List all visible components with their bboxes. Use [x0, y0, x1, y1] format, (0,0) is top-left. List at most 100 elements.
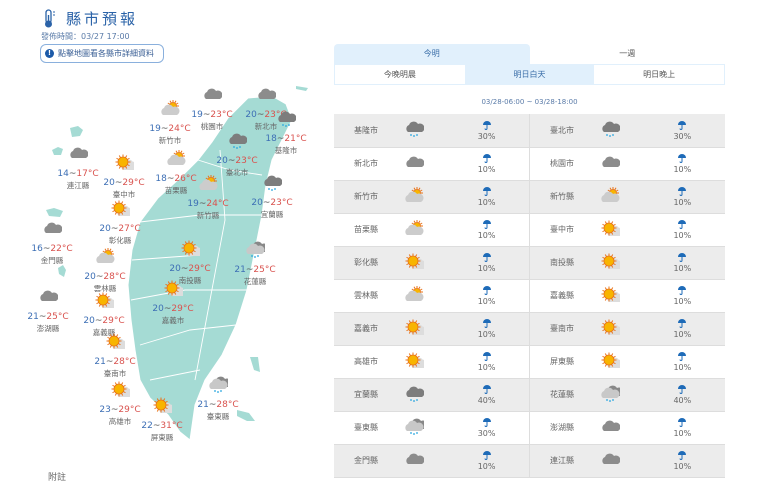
- city-name[interactable]: 雲林縣: [334, 279, 405, 313]
- city-name: 新北市: [254, 122, 278, 131]
- tab-tomorrow-day[interactable]: 明日白天: [464, 65, 595, 84]
- tab-tonight[interactable]: 今晚明晨: [383, 70, 416, 79]
- city-name: 嘉義縣: [92, 328, 116, 337]
- city-name: 新竹市: [158, 136, 182, 145]
- city-name[interactable]: 高雄市: [334, 345, 405, 379]
- rain-probability: 10%: [639, 312, 725, 346]
- hint-text: 點擊地圖看各縣市詳細資料: [58, 49, 154, 58]
- city-name: 臺南市: [103, 369, 127, 378]
- map-city-4[interactable]: 20~23°C 臺北市: [213, 132, 261, 178]
- map-city-1[interactable]: 19~23°C 桃園市: [188, 86, 236, 132]
- map-city-18[interactable]: 21~28°C 臺南市: [91, 333, 139, 379]
- temperature-range: 21~28°C: [197, 400, 239, 410]
- map-city-2[interactable]: 20~23°C新北市: [242, 86, 290, 132]
- footnote-heading: 附註: [48, 473, 67, 483]
- city-name[interactable]: 嘉義市: [334, 312, 405, 346]
- city-name[interactable]: 新竹市: [334, 180, 405, 214]
- temperature-range: 22~31°C: [141, 421, 183, 431]
- map-hint-button[interactable]: ! 點擊地圖看各縣市詳細資料: [40, 44, 164, 63]
- map-city-9[interactable]: 20~23°C 宜蘭縣: [248, 174, 296, 220]
- city-name[interactable]: 嘉義縣: [529, 279, 600, 313]
- rain-probability: 10%: [639, 345, 725, 379]
- umbrella-icon: [678, 220, 687, 229]
- table-row: 彰化縣 10% 南投縣 10%: [334, 246, 725, 280]
- cloudy-icon: [40, 290, 58, 301]
- rain-probability: 30%: [639, 114, 725, 148]
- city-name[interactable]: 宜蘭縣: [334, 378, 405, 412]
- umbrella-icon: [482, 220, 491, 229]
- temperature-range: 20~23°C: [216, 156, 258, 166]
- city-name: 苗栗縣: [164, 186, 188, 195]
- taiwan-map[interactable]: [0, 0, 330, 460]
- sunny-icon: [601, 253, 626, 269]
- city-name[interactable]: 連江縣: [529, 444, 600, 478]
- partly-cloudy-icon: [161, 100, 180, 115]
- rain-probability: 10%: [639, 180, 725, 214]
- map-city-3[interactable]: 18~21°C 基隆市: [262, 110, 310, 156]
- city-name[interactable]: 新竹縣: [529, 180, 600, 214]
- city-name[interactable]: 屏東縣: [529, 345, 600, 379]
- map-city-19[interactable]: 23~29°C 高雄市: [96, 381, 144, 427]
- rain-probability: 10%: [444, 147, 530, 181]
- city-name: 嘉義市: [161, 316, 185, 325]
- map-city-7[interactable]: 18~26°C 苗栗縣: [152, 150, 200, 196]
- rain-icon: [264, 175, 282, 191]
- city-name[interactable]: 臺北市: [529, 114, 600, 148]
- temperature-range: 20~29°C: [169, 264, 211, 274]
- city-name[interactable]: 桃園市: [529, 147, 600, 181]
- city-name[interactable]: 花蓮縣: [529, 378, 600, 412]
- map-city-11[interactable]: 16~22°C 金門縣: [28, 220, 76, 266]
- rain-probability: 10%: [444, 345, 530, 379]
- city-name: 桃園市: [200, 122, 224, 131]
- city-name: 連江縣: [66, 181, 90, 190]
- map-city-17[interactable]: 20~29°C 嘉義縣: [80, 292, 128, 338]
- city-name[interactable]: 臺南市: [529, 312, 600, 346]
- temperature-range: 19~24°C: [149, 124, 191, 134]
- city-name[interactable]: 臺中市: [529, 213, 600, 247]
- rain-probability: 30%: [444, 411, 530, 445]
- tab-tomorrow-night[interactable]: 明日晚上: [643, 70, 676, 79]
- rain-icon: [601, 121, 621, 138]
- tab-week[interactable]: 一週: [619, 49, 636, 58]
- cloudy-icon: [601, 453, 621, 464]
- map-city-8[interactable]: 19~24°C 新竹縣: [184, 175, 232, 221]
- sunny-icon: [111, 381, 130, 397]
- city-name: 臺中市: [112, 190, 136, 199]
- city-name[interactable]: 新北市: [334, 147, 405, 181]
- temperature-range: 16~22°C: [31, 244, 73, 254]
- sunny-icon: [164, 280, 183, 296]
- map-city-12[interactable]: 20~29°C 南投縣: [166, 240, 214, 286]
- sunny-icon: [601, 319, 626, 335]
- map-city-13[interactable]: 21~25°C 花蓮縣: [231, 241, 279, 287]
- table-row: 新竹市 10% 新竹縣 10%: [334, 180, 725, 214]
- temperature-range: 20~23°C: [251, 198, 293, 208]
- map-city-14[interactable]: 20~28°C 雲林縣: [81, 248, 129, 294]
- city-name[interactable]: 彰化縣: [334, 246, 405, 280]
- page-header: 縣市預報: [42, 8, 138, 29]
- rain-probability: 10%: [444, 246, 530, 280]
- map-city-6[interactable]: 20~29°C 臺中市: [100, 154, 148, 200]
- period-tabs: 今明 一週: [334, 44, 725, 64]
- cloudy-icon: [406, 453, 425, 464]
- city-name[interactable]: 澎湖縣: [529, 411, 600, 445]
- map-city-15[interactable]: 21~25°C 澎湖縣: [24, 288, 72, 334]
- rain-probability: 10%: [444, 213, 530, 247]
- table-row: 雲林縣 10% 嘉義縣 10%: [334, 279, 725, 313]
- city-name[interactable]: 基隆市: [334, 114, 405, 148]
- tab-today-tomorrow[interactable]: 今明: [334, 44, 530, 64]
- map-city-20[interactable]: 22~31°C 屏東縣: [138, 397, 186, 443]
- map-city-21[interactable]: 21~28°C 臺東縣: [194, 376, 242, 422]
- map-city-10[interactable]: 20~27°C 彰化縣: [96, 200, 144, 246]
- map-city-16[interactable]: 20~29°C 嘉義市: [149, 280, 197, 326]
- cloudy-icon: [601, 156, 621, 167]
- city-name[interactable]: 苗栗縣: [334, 213, 405, 247]
- table-row: 臺東縣 30% 澎湖縣 10%: [334, 411, 725, 445]
- subperiod-tabs: 今晚明晨 明日白天 明日晚上: [334, 64, 725, 85]
- city-name[interactable]: 金門縣: [334, 444, 405, 478]
- temperature-range: 20~28°C: [84, 272, 126, 282]
- city-name[interactable]: 臺東縣: [334, 411, 405, 445]
- city-name[interactable]: 南投縣: [529, 246, 600, 280]
- map-city-5[interactable]: 14~17°C 連江縣: [54, 145, 102, 191]
- map-city-0[interactable]: 19~24°C 新竹市: [146, 100, 194, 146]
- temperature-range: 14~17°C: [57, 169, 99, 179]
